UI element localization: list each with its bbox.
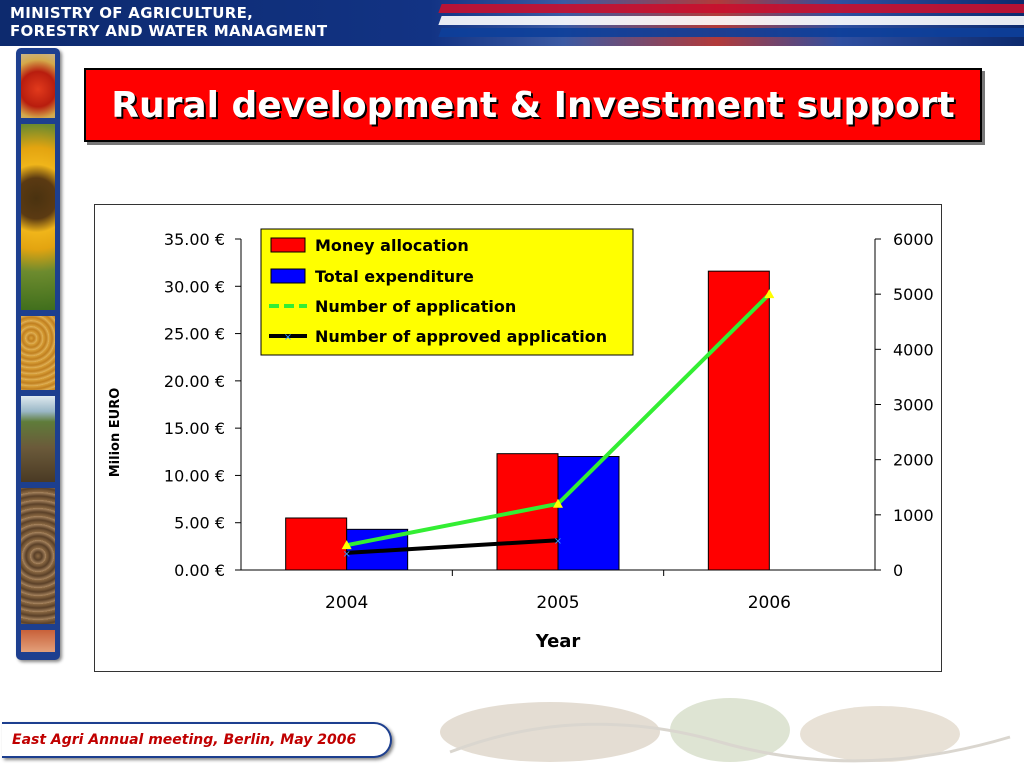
- slide-title-box: Rural development & Investment support: [84, 68, 982, 142]
- footer-event-label: East Agri Annual meeting, Berlin, May 20…: [12, 732, 357, 748]
- legend-box: [260, 228, 634, 356]
- chart-frame: 0.00 € 5.00 € 10.00 € 15.00 € 20.00 € 25.00 €…: [94, 204, 942, 672]
- y-right-tick-label: 4000: [893, 340, 934, 359]
- y-left-tick-label: 0.00 €: [174, 561, 225, 580]
- photo-sidebar: [16, 48, 60, 660]
- hand-photo: [21, 630, 55, 652]
- field-photo: [21, 396, 55, 482]
- line-number-of-approved-application-marker: ×: [554, 536, 562, 547]
- watermark-illustration: [440, 698, 1011, 763]
- line-number-of-application-marker: [341, 540, 352, 550]
- ministry-header-banner: MINISTRY OF AGRICULTURE, FORESTRY AND WA…: [0, 0, 1024, 46]
- flag-stripe-white: [438, 16, 1024, 25]
- y-left-tick-label: 25.00 €: [164, 325, 225, 344]
- watermark-shape: [800, 706, 960, 762]
- watermark-shape: [670, 698, 790, 762]
- y-left-tick-label: 30.00 €: [164, 277, 225, 296]
- line-number-of-approved-application-marker: ×: [342, 549, 350, 560]
- y-axis-title: Milion EURO: [108, 388, 123, 478]
- line-number-of-application-marker: [764, 289, 775, 299]
- x-axis-title: Year: [535, 631, 581, 652]
- line-number-of-application-marker: [553, 498, 563, 508]
- watermark-shape: [449, 722, 1011, 763]
- grain-photo: [21, 316, 55, 390]
- legend-label: Number of application: [315, 297, 516, 316]
- y-left-tick-label: 5.00 €: [174, 514, 225, 533]
- ministry-name-line1: MINISTRY OF AGRICULTURE,: [10, 4, 254, 22]
- y-left-tick-label: 10.00 €: [164, 466, 225, 485]
- flag-stripe-blue: [438, 28, 1024, 37]
- legend-marker: ×: [284, 332, 292, 343]
- x-tick-label: 2006: [748, 593, 791, 613]
- seeds-photo: [21, 488, 55, 624]
- bar-money-allocation: [707, 270, 770, 571]
- y-right-tick-label: 5000: [893, 285, 934, 304]
- combo-chart: 0.00 € 5.00 € 10.00 € 15.00 € 20.00 € 25.00 €…: [108, 228, 934, 652]
- flag-stripe-red: [438, 4, 1024, 13]
- legend-label: Total expenditure: [315, 267, 474, 286]
- y-right-tick-label: 2000: [893, 451, 934, 470]
- bar-money-allocation: [285, 517, 348, 571]
- y-left-tick-label: 35.00 €: [164, 230, 225, 249]
- slide-title: Rural development & Investment support: [111, 84, 955, 126]
- x-tick-label: 2004: [325, 593, 368, 613]
- ministry-name-line2: FORESTRY AND WATER MANAGMENT: [10, 22, 328, 40]
- y-right-tick-label: 3000: [893, 396, 934, 415]
- sunflower-photo: [21, 124, 55, 310]
- y-right-tick-label: 1000: [893, 506, 934, 525]
- y-right-tick-label: 0: [893, 561, 903, 580]
- y-right-tick-label: 6000: [893, 230, 934, 249]
- y-left-tick-label: 20.00 €: [164, 372, 225, 391]
- bar-money-allocation: [496, 453, 559, 571]
- legend-label: Money allocation: [315, 236, 469, 255]
- line-number-of-approved-application: [346, 538, 559, 555]
- pepper-photo: [21, 54, 55, 118]
- legend-swatch-total-expenditure: [270, 268, 306, 284]
- x-tick-label: 2005: [536, 593, 579, 613]
- ministry-name: MINISTRY OF AGRICULTURE, FORESTRY AND WA…: [10, 4, 327, 40]
- legend-swatch-money-allocation: [270, 237, 306, 253]
- y-left-tick-label: 15.00 €: [164, 419, 225, 438]
- legend-label: Number of approved application: [315, 327, 607, 346]
- footer-tab: East Agri Annual meeting, Berlin, May 20…: [2, 722, 392, 758]
- watermark-shape: [440, 702, 660, 762]
